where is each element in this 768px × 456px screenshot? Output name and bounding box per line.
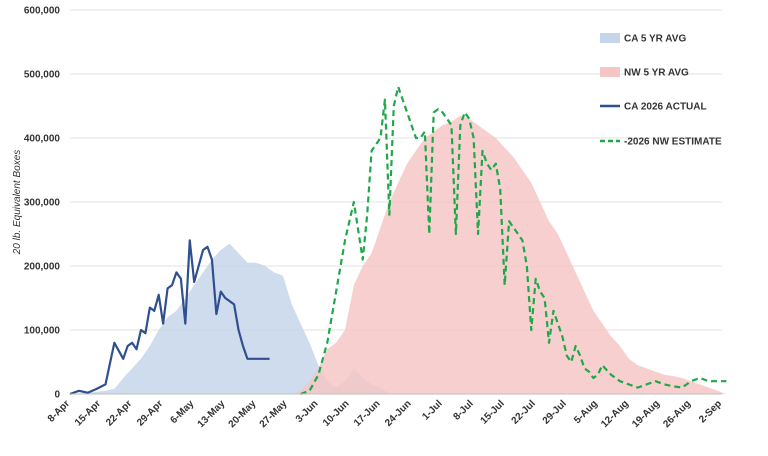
y-tick-label-4: 400,000 bbox=[24, 134, 61, 145]
x-tick-label-5: 13-May bbox=[196, 398, 228, 430]
legend-swatch-1 bbox=[600, 67, 620, 77]
legend-label-0: CA 5 YR AVG bbox=[624, 34, 686, 45]
area-series bbox=[70, 115, 727, 394]
y-axis-label: 20 lb. Equivalent Boxes bbox=[12, 150, 23, 256]
legend-swatch-0 bbox=[600, 33, 620, 43]
x-tick-label-1: 15-Apr bbox=[73, 398, 103, 428]
x-tick-label-11: 24-Jun bbox=[383, 398, 414, 429]
y-tick-label-2: 200,000 bbox=[24, 262, 61, 273]
x-tick-label-14: 15-Jul bbox=[479, 398, 507, 426]
y-tick-labels: 0 100,000 200,000 300,000 400,000 500,000 600,… bbox=[24, 6, 61, 401]
x-tick-label-18: 12-Aug bbox=[599, 398, 631, 430]
y-tick-label-1: 100,000 bbox=[24, 326, 61, 337]
x-tick-label-4: 6-May bbox=[168, 398, 196, 426]
x-tick-label-10: 17-Jun bbox=[352, 398, 383, 429]
x-tick-label-3: 29-Apr bbox=[135, 398, 165, 428]
area-series-1 bbox=[291, 115, 727, 394]
x-tick-label-16: 29-Jul bbox=[541, 398, 569, 426]
x-tick-label-2: 22-Apr bbox=[104, 398, 134, 428]
line-series-1 bbox=[300, 85, 727, 396]
x-tick-labels: 8-Apr 15-Apr 22-Apr 29-Apr 6-May 13-May 20-May… bbox=[46, 398, 724, 430]
y-tick-label-5: 500,000 bbox=[24, 70, 61, 81]
y-tick-label-3: 300,000 bbox=[24, 198, 61, 209]
x-tick-label-9: 10-Jun bbox=[321, 398, 352, 429]
x-tick-label-20: 26-Aug bbox=[661, 398, 693, 430]
y-tick-label-0: 0 bbox=[54, 390, 60, 401]
x-tick-label-0: 8-Apr bbox=[46, 398, 72, 424]
legend-label-1: NW 5 YR AVG bbox=[624, 68, 689, 79]
y-tick-label-6: 600,000 bbox=[24, 6, 61, 17]
x-tick-label-8: 3-Jun bbox=[294, 398, 321, 425]
x-tick-label-15: 22-Jul bbox=[510, 398, 538, 426]
area-series-0 bbox=[70, 243, 390, 394]
x-tick-label-7: 27-May bbox=[258, 398, 290, 430]
line-series-0 bbox=[69, 239, 270, 396]
legend-label-2: CA 2026 ACTUAL bbox=[624, 102, 707, 113]
legend: CA 5 YR AVG NW 5 YR AVG CA 2026 ACTUAL -202… bbox=[600, 33, 722, 148]
x-tick-label-12: 1-Jul bbox=[420, 398, 444, 422]
line-series bbox=[69, 85, 727, 396]
x-tick-label-21: 2-Sep bbox=[697, 398, 724, 425]
legend-label-3: -2026 NW ESTIMATE bbox=[624, 137, 722, 148]
x-tick-label-17: 5-Aug bbox=[572, 398, 600, 426]
x-tick-label-19: 19-Aug bbox=[630, 398, 662, 430]
x-tick-label-13: 8-Jul bbox=[451, 398, 475, 422]
x-tick-label-6: 20-May bbox=[227, 398, 259, 430]
